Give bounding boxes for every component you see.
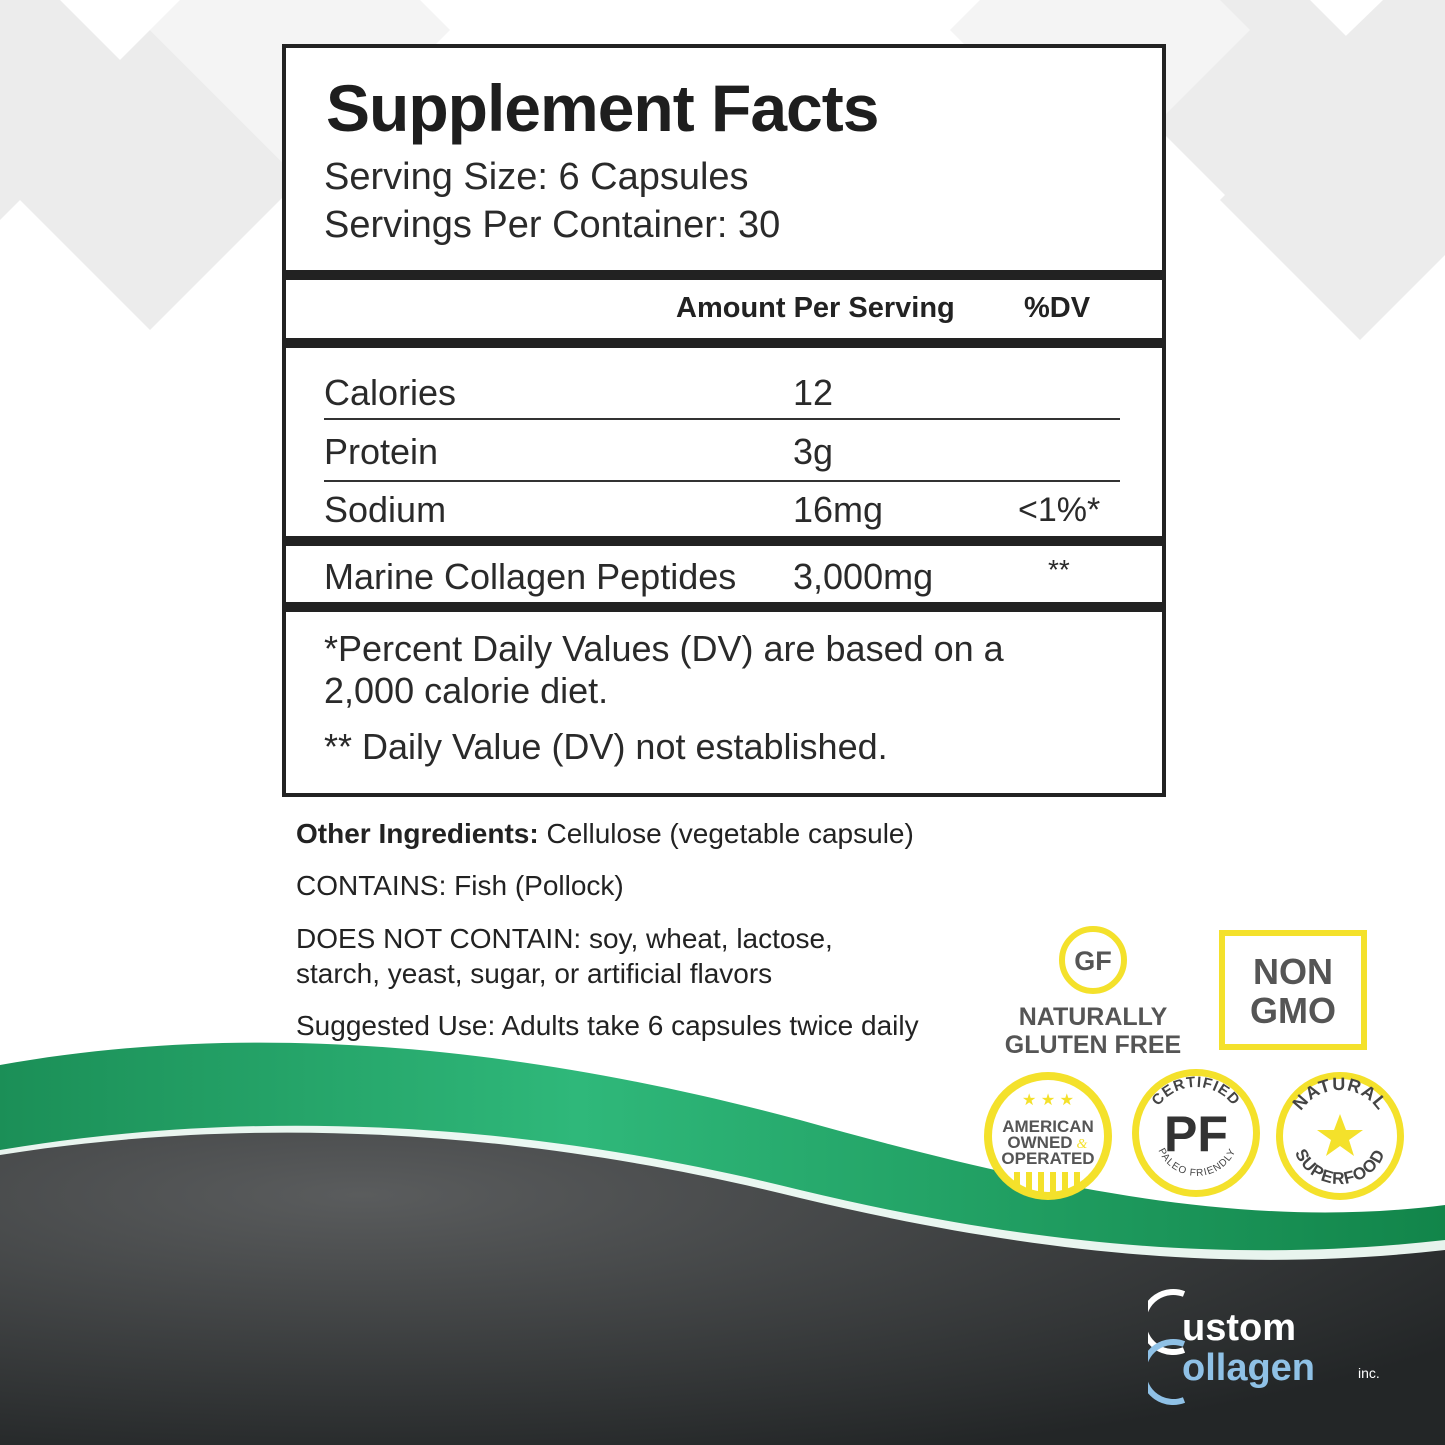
logo-c-icon [1148, 1289, 1186, 1355]
american-line1: AMERICAN [1002, 1117, 1094, 1136]
american-amp: & [1077, 1137, 1088, 1152]
gf-circle-icon [1059, 926, 1127, 994]
divider-thick [286, 338, 1162, 348]
pf-mark: PF [1164, 1106, 1228, 1162]
amount-per-serving-header: Amount Per Serving [676, 292, 955, 324]
divider-thick [286, 602, 1162, 612]
nongmo-line1: NON [1253, 951, 1333, 992]
serving-size: Serving Size: 6 Capsules [324, 156, 749, 198]
row-label-collagen: Marine Collagen Peptides [324, 556, 737, 597]
custom-collagen-logo: ustom ollagen inc. [1148, 1289, 1380, 1405]
row-amount-sodium: 16mg [793, 489, 884, 530]
gf-line2: GLUTEN FREE [1005, 1031, 1181, 1059]
american-line2: OWNED [1007, 1133, 1072, 1152]
nongmo-line2: GMO [1250, 990, 1336, 1031]
american-owned-badge: ★ ★ ★ AMERICAN OWNED & OPERATED [984, 1072, 1112, 1200]
divider-thin [324, 480, 1120, 482]
logo-line2: ollagen [1182, 1347, 1315, 1389]
footnote-dv-not-established: ** Daily Value (DV) not established. [324, 726, 888, 767]
does-not-contain-line: starch, yeast, sugar, or artificial flav… [296, 958, 773, 989]
row-label-protein: Protein [324, 431, 439, 472]
panel-title: Supplement Facts [326, 71, 879, 145]
dv-header: %DV [1024, 292, 1091, 324]
row-amount-collagen: 3,000mg [793, 556, 934, 597]
logo-line1: ustom [1182, 1307, 1296, 1349]
natural-superfood-badge: NATURAL SUPERFOOD [1276, 1072, 1404, 1200]
divider-thin [324, 418, 1120, 420]
stars-icon: ★ ★ ★ [1022, 1092, 1074, 1109]
stripes-icon [1014, 1172, 1080, 1192]
gluten-free-badge: GF NATURALLY GLUTEN FREE [1005, 926, 1181, 1059]
supplement-facts-panel: Supplement Facts Serving Size: 6 Capsule… [282, 44, 1166, 797]
other-ingredients-value: Cellulose (vegetable capsule) [538, 818, 914, 849]
gf-mark: GF [1074, 946, 1112, 976]
servings-per-container: Servings Per Container: 30 [324, 204, 781, 246]
footnote-dv-basis: *Percent Daily Values (DV) are based on … [324, 628, 1124, 712]
logo-c-icon [1148, 1339, 1186, 1405]
gf-line1: NATURALLY [1019, 1003, 1168, 1031]
row-dv-collagen: ** [1048, 554, 1070, 585]
paleo-friendly-badge: CERTIFIED PF PALEO FRIENDLY [1132, 1069, 1260, 1197]
does-not-contain-line: DOES NOT CONTAIN: soy, wheat, lactose, [296, 923, 833, 954]
star-icon [1317, 1114, 1363, 1156]
does-not-contain-statement: DOES NOT CONTAIN: soy, wheat, lactose, s… [296, 921, 833, 991]
divider-thick [286, 536, 1162, 546]
other-ingredients-label: Other Ingredients: [296, 818, 539, 849]
footnote-line: *Percent Daily Values (DV) are based on … [324, 628, 1004, 669]
logo-suffix: inc. [1358, 1365, 1380, 1381]
american-line3: OPERATED [1001, 1149, 1094, 1168]
row-label-sodium: Sodium [324, 489, 447, 530]
row-label-calories: Calories [324, 372, 457, 413]
divider-thick [286, 270, 1162, 280]
non-gmo-badge: NON GMO [1219, 930, 1367, 1050]
contains-statement: CONTAINS: Fish (Pollock) [296, 870, 624, 901]
suggested-use: Suggested Use: Adults take 6 capsules tw… [296, 1010, 919, 1041]
row-amount-protein: 3g [793, 431, 834, 472]
row-amount-calories: 12 [793, 372, 834, 413]
footnote-line: 2,000 calorie diet. [324, 670, 609, 711]
other-ingredients: Other Ingredients: Cellulose (vegetable … [296, 816, 914, 851]
row-dv-sodium: <1%* [1018, 491, 1101, 529]
